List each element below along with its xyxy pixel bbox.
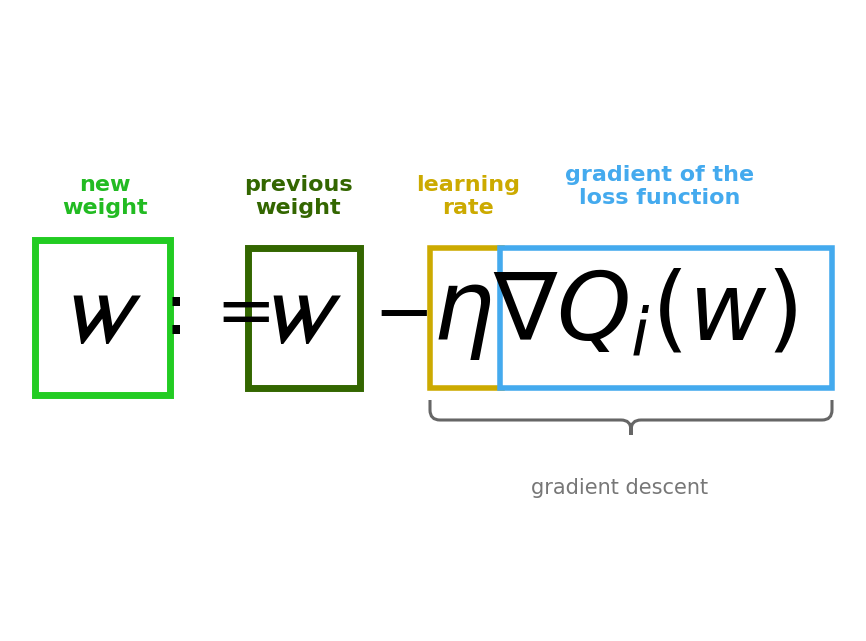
Text: gradient descent: gradient descent [532,478,708,498]
Text: $\mathcal{w}$: $\mathcal{w}$ [58,265,142,365]
Bar [248,248,360,388]
Bar [500,248,832,388]
Text: $\eta$: $\eta$ [432,269,492,362]
Bar [35,240,170,395]
Text: gradient of the
loss function: gradient of the loss function [565,165,754,208]
Text: $-$: $-$ [372,281,428,349]
Text: previous
weight: previous weight [243,175,352,218]
Text: $\nabla Q_i(w)$: $\nabla Q_i(w)$ [493,269,797,362]
Text: $:=$: $:=$ [149,281,271,349]
Text: $\mathcal{w}$: $\mathcal{w}$ [258,265,342,365]
Bar [430,248,502,388]
Text: new
weight: new weight [62,175,148,218]
Text: learning
rate: learning rate [416,175,520,218]
